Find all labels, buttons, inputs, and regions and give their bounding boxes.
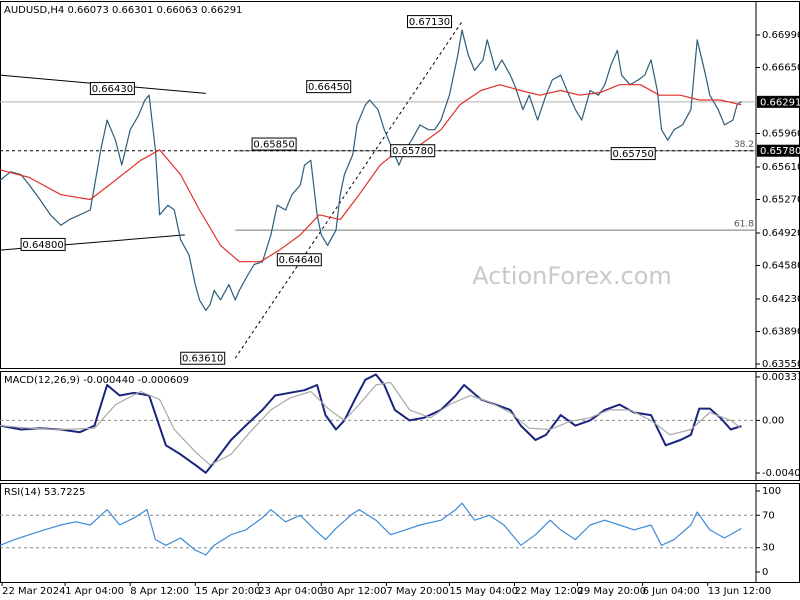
annotation-box [20,237,66,251]
fib-label: 61.8 [734,220,754,230]
annotation-box [306,80,352,94]
panel-title: AUDUSD,H4 0.66073 0.66301 0.66063 0.6629… [4,5,242,16]
annotation-box [390,144,436,158]
x-tick-label: 29 May 20:00 [578,586,647,597]
y-tick-label: 0.65270 [762,194,800,205]
series-line [0,29,742,311]
annotation-label: 0.66450 [308,82,349,93]
x-tick-label: 30 Apr 12:00 [321,586,386,597]
annotation-label: 0.65850 [253,140,294,151]
y-tick-label: 0.63550 [762,359,800,370]
x-tick-label: 22 May 12:00 [515,586,584,597]
x-tick-label: 1 Apr 04:00 [65,586,124,597]
panel-title: RSI(14) 53.7225 [4,487,85,498]
annotation-box [610,147,656,161]
trendline [234,21,463,359]
y-tick-label: 0.64920 [762,228,800,239]
x-tick-label: 8 Apr 12:00 [130,586,189,597]
series-line [0,84,742,263]
x-tick-label: 23 Apr 04:00 [258,586,323,597]
y-tick-label: 0 [762,567,768,578]
y-tick-label: 0.66990 [762,30,800,41]
y-tick-label: 0.66650 [762,63,800,74]
y-tick-label: -0.004016 [762,468,800,479]
annotation-label: 0.67130 [409,17,450,28]
annotation-label: 0.65780 [392,146,433,157]
x-tick-label: 22 Mar 2024 [2,586,65,597]
annotation-label: 0.64800 [22,240,63,251]
y-tick-label: 100 [762,486,781,497]
x-tick-label: 13 Jun 12:00 [708,586,772,597]
y-tick-label: 0.64580 [762,260,800,271]
y-tick-label: 0.003313 [762,372,800,383]
price-marker-box [757,95,800,108]
y-tick-label: 0.65610 [762,162,800,173]
annotation-box [89,82,135,96]
x-tick-label: 15 Apr 20:00 [195,586,260,597]
annotation-box [276,253,322,267]
y-tick-label: 30 [762,543,775,554]
price-marker-box [757,144,800,157]
x-tick-label: 6 Jun 04:00 [643,586,700,597]
price-marker-label: 0.66291 [760,97,800,108]
price-marker-label: 0.65780 [760,146,800,157]
x-tick-label: 15 May 04:00 [449,586,518,597]
annotation-box [180,351,226,365]
y-tick-label: 0.65960 [762,128,800,139]
y-tick-label: 70 [762,510,775,521]
y-tick-label: 0.00 [762,415,784,426]
series-line [0,381,742,466]
panel-title: MACD(12,26,9) -0.000440 -0.000609 [4,375,189,386]
annotation-label: 0.66430 [92,84,133,95]
watermark: ActionForex.com [472,262,672,290]
x-tick-label: 7 May 20:00 [386,586,448,597]
annotation-label: 0.63610 [182,354,223,365]
annotation-box [251,137,297,151]
y-tick-label: 0.63890 [762,326,800,337]
y-tick-label: 0.64230 [762,294,800,305]
annotation-label: 0.65750 [613,149,654,160]
series-line [0,502,742,556]
annotation-label: 0.64640 [279,255,320,266]
fib-label: 38.2 [734,140,754,150]
annotation-box [407,15,452,29]
